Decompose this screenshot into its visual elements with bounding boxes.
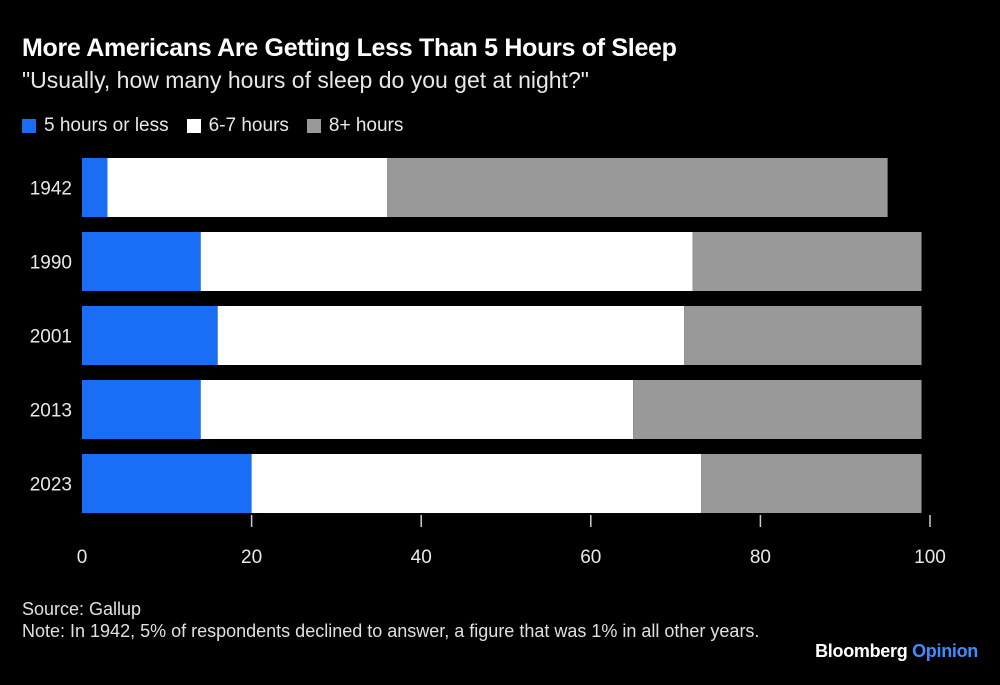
source-text: Source: Gallup — [22, 599, 142, 619]
legend-swatch — [22, 119, 36, 133]
bar-segment-1942-6-7-hours — [107, 158, 388, 217]
y-tick-label-2001: 2001 — [30, 327, 72, 348]
bar-segment-1942-8-hours — [387, 158, 888, 217]
brand-section: Opinion — [912, 641, 978, 661]
x-tick-label-80: 80 — [750, 547, 771, 568]
x-tick-label-40: 40 — [411, 547, 432, 568]
x-tick-label-20: 20 — [241, 547, 262, 568]
bloomberg-opinion-logo: Bloomberg Opinion — [815, 641, 978, 662]
bar-segment-1990-5-hours-or-less — [82, 232, 201, 291]
bar-segment-2013-6-7-hours — [200, 380, 634, 439]
bar-segment-1990-6-7-hours — [200, 232, 693, 291]
note-text: Note: In 1942, 5% of respondents decline… — [22, 621, 760, 641]
chart-title: More Americans Are Getting Less Than 5 H… — [22, 34, 677, 62]
bar-segment-2023-8-hours — [701, 454, 922, 513]
bar-segment-1942-5-hours-or-less — [82, 158, 108, 217]
legend-swatch — [186, 119, 201, 133]
legend-item-6-7-hours: 6-7 hours — [186, 115, 289, 137]
y-tick-label-1942: 1942 — [30, 179, 72, 200]
bar-segment-2013-5-hours-or-less — [82, 380, 201, 439]
bar-segment-2001-8-hours — [684, 306, 922, 365]
legend-item-8-plus-hours: 8+ hours — [306, 115, 404, 137]
bar-segment-2013-8-hours — [633, 380, 922, 439]
legend-item-5-hours-or-less: 5 hours or less — [22, 115, 169, 137]
bar-segment-2023-6-7-hours — [251, 454, 702, 513]
bar-segment-2023-5-hours-or-less — [82, 454, 252, 513]
bar-segment-2001-6-7-hours — [217, 306, 685, 365]
legend: 5 hours or less 6-7 hours 8+ hours — [22, 115, 403, 137]
x-tick-label-0: 0 — [77, 547, 88, 568]
bar-segment-1990-8-hours — [692, 232, 922, 291]
x-tick-label-100: 100 — [914, 547, 946, 568]
chart-subtitle: "Usually, how many hours of sleep do you… — [22, 67, 589, 93]
y-tick-label-2023: 2023 — [30, 475, 72, 496]
legend-label: 6-7 hours — [208, 115, 289, 136]
y-tick-label-1990: 1990 — [30, 253, 72, 274]
footer: Source: Gallup Note: In 1942, 5% of resp… — [22, 598, 782, 642]
legend-label: 8+ hours — [328, 115, 404, 136]
bar-segment-2001-5-hours-or-less — [82, 306, 218, 365]
y-tick-label-2013: 2013 — [30, 401, 72, 422]
x-tick-label-60: 60 — [580, 547, 601, 568]
legend-label: 5 hours or less — [44, 115, 169, 136]
brand-name: Bloomberg — [815, 641, 908, 661]
legend-swatch — [306, 119, 321, 133]
